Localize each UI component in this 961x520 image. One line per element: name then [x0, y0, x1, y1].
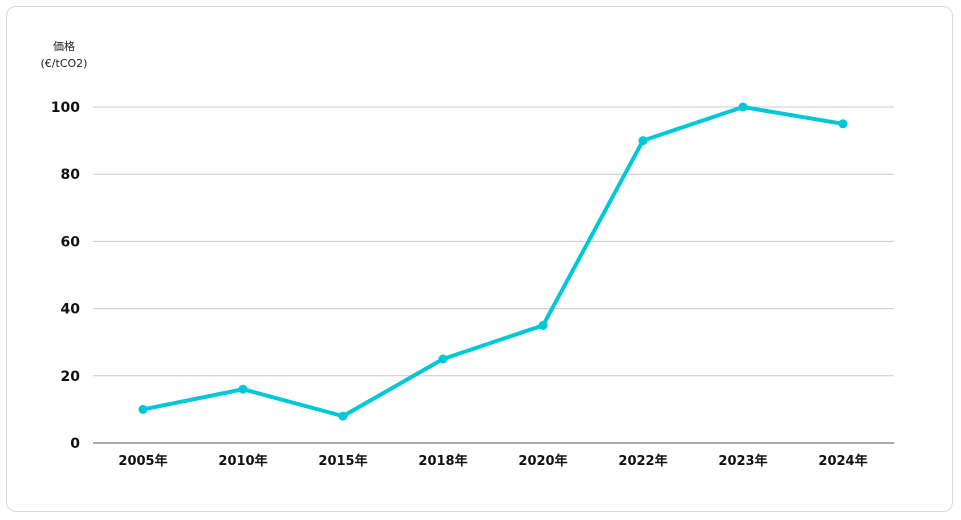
data-point-5 [638, 136, 648, 146]
x-tick-label-2: 2015年 [318, 453, 367, 469]
series-line [141, 105, 845, 419]
data-point-3 [438, 354, 448, 364]
data-point-4 [538, 320, 548, 330]
x-tick-labels: 2005年 2010年 2015年 2018年 2020年 2022年 2023年 2024年 [118, 453, 867, 469]
x-tick-label-1: 2010年 [218, 453, 267, 469]
y-axis-label: 価格 (€/tCO2) [38, 38, 90, 72]
grid-lines [93, 106, 894, 444]
data-point-7 [838, 119, 848, 129]
y-tick-label-40: 40 [61, 302, 81, 318]
x-tick-label-5: 2022年 [618, 453, 667, 469]
x-tick-label-3: 2018年 [418, 453, 467, 469]
y-axis-label-title: 価格 [53, 40, 75, 53]
data-point-0 [138, 404, 148, 414]
y-tick-label-80: 80 [61, 167, 81, 183]
series-group [138, 102, 848, 421]
x-tick-label-6: 2023年 [718, 453, 767, 469]
x-tick-label-4: 2020年 [518, 453, 567, 469]
data-point-2 [338, 411, 348, 421]
x-tick-label-7: 2024年 [818, 453, 867, 469]
y-tick-label-20: 20 [61, 369, 81, 385]
y-tick-labels: 0 20 40 60 80 100 [51, 100, 80, 452]
y-tick-label-100: 100 [51, 100, 80, 116]
x-tick-label-0: 2005年 [118, 453, 167, 469]
chart-card [6, 6, 953, 512]
y-axis-label-unit: (€/tCO2) [40, 57, 88, 70]
y-tick-label-60: 60 [61, 234, 81, 250]
data-point-1 [238, 384, 248, 394]
y-tick-label-0: 0 [70, 436, 80, 452]
data-point-6 [738, 102, 748, 112]
